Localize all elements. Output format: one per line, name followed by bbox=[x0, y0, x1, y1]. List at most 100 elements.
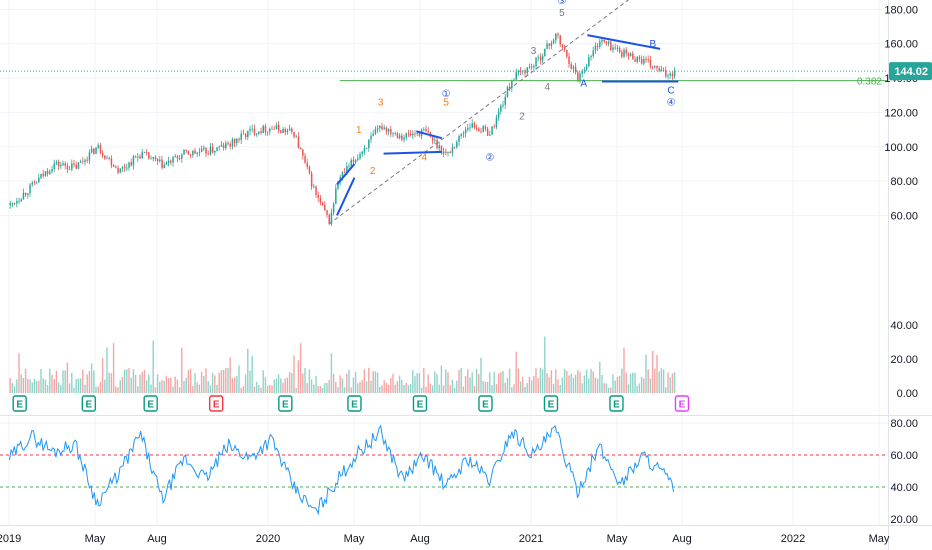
volume-bar bbox=[189, 368, 192, 393]
earnings-marker[interactable]: E bbox=[609, 395, 624, 412]
volume-bar bbox=[222, 369, 225, 393]
candle-body bbox=[588, 57, 590, 67]
volume-bar bbox=[568, 375, 570, 393]
candle-body bbox=[451, 146, 454, 153]
volume-bar bbox=[112, 343, 115, 393]
volume-bar bbox=[376, 372, 379, 393]
volume-bar bbox=[106, 347, 108, 393]
volume-bar bbox=[328, 379, 330, 393]
volume-bar bbox=[295, 387, 297, 393]
trendline[interactable] bbox=[336, 177, 356, 216]
volume-bar bbox=[654, 368, 656, 393]
earnings-marker[interactable]: E bbox=[412, 395, 428, 412]
earnings-marker[interactable]: E bbox=[478, 395, 493, 412]
candle-body bbox=[66, 165, 69, 170]
candle-body bbox=[585, 66, 588, 70]
volume-bar bbox=[337, 387, 339, 393]
candle-body bbox=[95, 147, 97, 154]
candle-body bbox=[513, 79, 515, 81]
earnings-marker[interactable]: E bbox=[81, 395, 97, 412]
earnings-marker[interactable]: E bbox=[543, 395, 559, 412]
volume-bar bbox=[321, 387, 324, 393]
trendline[interactable] bbox=[328, 0, 646, 225]
candle-body bbox=[350, 160, 352, 167]
volume-bar bbox=[145, 380, 148, 393]
rsi-axis[interactable]: 80.00 60.00 40.00 20.00 bbox=[890, 418, 918, 526]
candle-body bbox=[264, 125, 267, 133]
candle-body bbox=[319, 198, 322, 203]
time-axis[interactable]: 2019 May Aug 2020 May Aug 2021 May Aug 2022 May bbox=[0, 533, 890, 545]
candle-body bbox=[137, 156, 139, 158]
volume-bar bbox=[71, 372, 73, 393]
volume-bar bbox=[60, 385, 62, 393]
candle-body bbox=[291, 128, 293, 133]
candle-body bbox=[341, 172, 344, 177]
volume-bar bbox=[18, 353, 20, 393]
volume-bar bbox=[319, 386, 322, 393]
candle-body bbox=[581, 70, 583, 74]
candle-body bbox=[357, 158, 359, 160]
trendline[interactable] bbox=[336, 163, 356, 186]
candle-body bbox=[13, 202, 16, 204]
candle-body bbox=[119, 168, 121, 173]
candle-body bbox=[566, 49, 568, 57]
volume-bar bbox=[445, 369, 447, 393]
candle-body bbox=[335, 188, 337, 204]
candle-body bbox=[563, 47, 566, 50]
candle-body bbox=[161, 159, 163, 169]
volume-bar bbox=[407, 385, 410, 393]
volume-bar bbox=[27, 378, 29, 393]
earnings-marker[interactable]: E bbox=[674, 395, 690, 412]
trendline[interactable] bbox=[587, 34, 661, 50]
volume-bar bbox=[559, 384, 561, 393]
candle-body bbox=[579, 73, 581, 82]
candle-body bbox=[273, 128, 275, 130]
volume-axis[interactable]: 40.00 20.00 0.00 bbox=[890, 320, 918, 400]
earnings-marker[interactable]: E bbox=[278, 395, 293, 412]
volume-bar bbox=[115, 386, 117, 393]
volume-bar bbox=[618, 375, 621, 393]
volume-bar bbox=[621, 368, 623, 393]
volume-bar bbox=[55, 370, 58, 393]
candle-body bbox=[614, 47, 616, 49]
earnings-label: E bbox=[679, 400, 686, 411]
earnings-marker[interactable]: E bbox=[347, 395, 362, 412]
earnings-marker[interactable]: E bbox=[208, 395, 224, 412]
volume-bar bbox=[62, 370, 64, 393]
candle-body bbox=[218, 146, 220, 148]
volume-bar bbox=[97, 386, 99, 393]
trendline[interactable] bbox=[416, 130, 443, 140]
volume-bar bbox=[636, 386, 638, 393]
trendline[interactable] bbox=[383, 150, 442, 155]
earnings-badge bbox=[478, 395, 493, 412]
volume-bar bbox=[458, 370, 460, 393]
candle-body bbox=[154, 157, 157, 160]
candle-body bbox=[401, 135, 403, 140]
candle-body bbox=[308, 166, 311, 174]
candle-body bbox=[489, 134, 491, 136]
candle-body bbox=[583, 69, 586, 71]
candle-body bbox=[117, 167, 119, 173]
volume-bar bbox=[449, 385, 451, 393]
candle-body bbox=[220, 145, 223, 147]
volume-bar bbox=[126, 369, 128, 393]
volume-bar bbox=[326, 383, 328, 393]
volume-bar bbox=[178, 387, 181, 393]
last-price-value: 144.02 bbox=[894, 66, 928, 78]
candle-body bbox=[321, 202, 324, 205]
volume-bar bbox=[310, 379, 313, 393]
volume-bar bbox=[528, 376, 531, 393]
candle-body bbox=[425, 129, 427, 132]
volume-bar bbox=[372, 371, 374, 393]
volume-bar bbox=[607, 387, 610, 393]
candle-body bbox=[383, 127, 385, 130]
price-axis[interactable]: 220.00200.00180.00160.00140.00120.00100.… bbox=[884, 0, 918, 222]
volume-bar bbox=[139, 374, 141, 393]
volume-bar bbox=[579, 371, 581, 393]
volume-bar bbox=[508, 368, 511, 393]
earnings-badge bbox=[609, 395, 624, 412]
earnings-marker[interactable]: E bbox=[12, 395, 27, 412]
earnings-marker[interactable]: E bbox=[143, 395, 158, 412]
volume-bar bbox=[544, 336, 546, 393]
